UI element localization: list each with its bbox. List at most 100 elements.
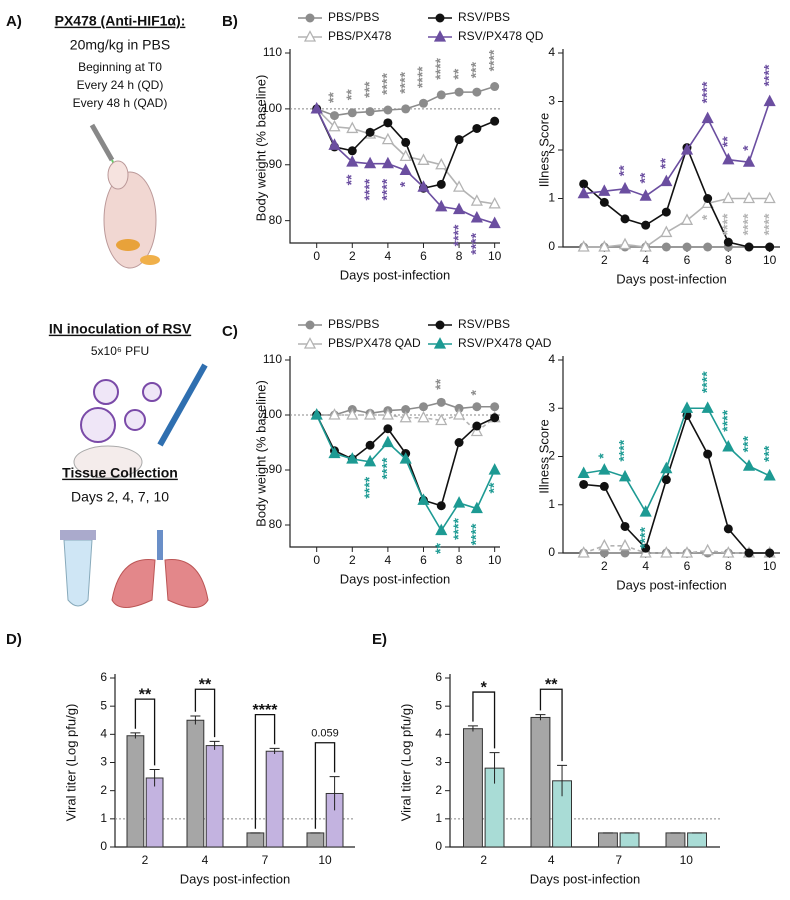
y-axis-label: Viral titer (Log pfu/g) [398, 704, 413, 822]
y-tick-label: 6 [435, 670, 442, 684]
point [472, 87, 482, 97]
series-line [583, 197, 770, 248]
x-axis-label: Days post-infection [340, 267, 451, 282]
point [639, 189, 652, 201]
illustration-tissue [60, 530, 209, 608]
point [490, 82, 500, 92]
protocol-line: Beginning at T0 [78, 60, 162, 74]
y-tick-label: 80 [269, 213, 283, 227]
point [417, 153, 430, 165]
point [722, 152, 735, 165]
point [660, 461, 673, 474]
bar [265, 750, 284, 848]
point [472, 123, 482, 133]
significance-label: ** [139, 686, 152, 703]
significance-bracket [472, 691, 496, 749]
point [365, 127, 375, 137]
panel-label: B) [222, 13, 238, 30]
protocol-line: Days 2, 4, 7, 10 [71, 489, 169, 505]
y-tick-label: 90 [269, 157, 283, 171]
point [701, 111, 714, 124]
point [744, 548, 754, 558]
x-axis-label: Days post-infection [180, 871, 291, 886]
legend-label: RSV/PX478 QAD [458, 336, 552, 350]
point [454, 135, 464, 145]
bar [205, 745, 224, 848]
y-axis-label: Body weight (% baseline) [253, 380, 268, 527]
point [765, 548, 775, 558]
point [490, 116, 500, 126]
error-bar [467, 725, 478, 732]
point [383, 105, 393, 115]
y-axis-label: Illness Score [536, 113, 551, 187]
bar [530, 716, 551, 848]
panel-label: A) [6, 13, 22, 30]
point [660, 546, 673, 558]
legend-marker [433, 30, 447, 42]
illustration-virus [80, 379, 162, 443]
legend-marker [303, 30, 317, 42]
point [399, 410, 412, 423]
point [436, 179, 446, 189]
legend-marker [435, 13, 445, 23]
significance-label: * [698, 214, 714, 220]
point [401, 104, 411, 114]
x-tick-label: 6 [684, 559, 691, 573]
y-tick-label: 0 [548, 239, 555, 253]
legend-label: RSV/PX478 QD [458, 29, 544, 43]
series-line [583, 544, 770, 554]
point [328, 119, 341, 132]
significance-label: **** [616, 439, 632, 461]
legend-label: PBS/PBS [328, 10, 379, 24]
point [364, 156, 377, 169]
x-tick-label: 10 [763, 559, 777, 573]
x-tick-label: 10 [318, 853, 332, 867]
legend-marker [303, 337, 317, 349]
legend-marker [305, 320, 315, 330]
significance-label: **** [698, 371, 714, 393]
point [329, 111, 339, 121]
significance-label: ** [199, 676, 212, 693]
point [310, 408, 323, 420]
bar [598, 832, 618, 848]
series-line [315, 414, 496, 533]
point [742, 459, 756, 471]
x-tick-label: 10 [488, 249, 502, 263]
protocol-title: PX478 (Anti-HIF1α): [55, 13, 186, 29]
point [488, 196, 501, 209]
x-tick-label: 2 [601, 559, 608, 573]
point [723, 524, 733, 534]
point [436, 90, 446, 100]
y-tick-label: 1 [548, 191, 555, 205]
point [418, 98, 428, 108]
point [703, 449, 713, 459]
y-tick-label: 4 [435, 727, 442, 741]
point [470, 501, 483, 514]
point [401, 137, 411, 147]
point [618, 538, 632, 551]
bar [665, 832, 686, 848]
point [346, 408, 359, 420]
point [680, 546, 694, 558]
point [346, 452, 359, 464]
axis-line [289, 49, 500, 244]
point [618, 237, 632, 250]
legend-marker [433, 337, 447, 349]
point [722, 191, 735, 204]
point [364, 408, 377, 420]
point [381, 156, 394, 169]
illustration-gavage [89, 123, 160, 269]
y-tick-label: 5 [100, 698, 107, 712]
x-tick-label: 8 [456, 553, 463, 567]
point [364, 454, 377, 467]
y-tick-label: 3 [100, 755, 107, 769]
x-tick-label: 4 [385, 249, 392, 263]
point [598, 184, 611, 196]
legend-label: PBS/PX478 [328, 29, 392, 43]
point [742, 155, 756, 167]
point [723, 237, 733, 247]
point [661, 475, 671, 485]
point [381, 132, 394, 145]
error-bar [149, 769, 160, 787]
x-tick-label: 6 [420, 553, 427, 567]
